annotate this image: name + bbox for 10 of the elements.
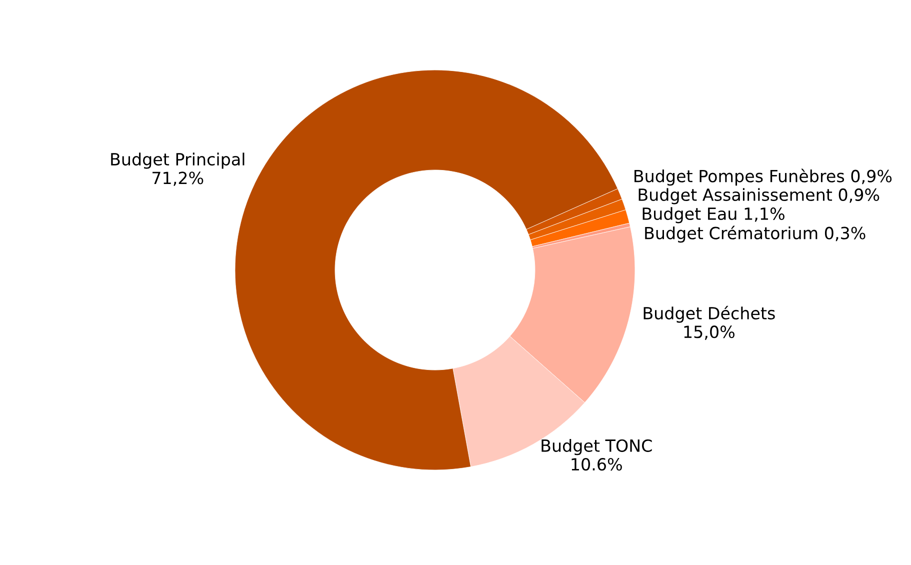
data-label: 71,2% <box>152 172 204 186</box>
slice-label: Budget Déchets <box>644 306 775 323</box>
data-label: 15,0% <box>684 326 734 340</box>
slice-label: Budget Assainissement 0,9% <box>638 188 880 204</box>
slice-label: Budget Eau 1,1% <box>642 207 784 224</box>
slice-label: Budget Crématorium 0,3% <box>645 226 866 243</box>
data-label: 10.6% <box>572 458 622 471</box>
slice-label: Budget Principal <box>111 152 244 169</box>
slice-label: Budget Pompes Funèbres 0,9% <box>634 168 892 186</box>
slice-label: Budget TONC <box>542 439 652 456</box>
